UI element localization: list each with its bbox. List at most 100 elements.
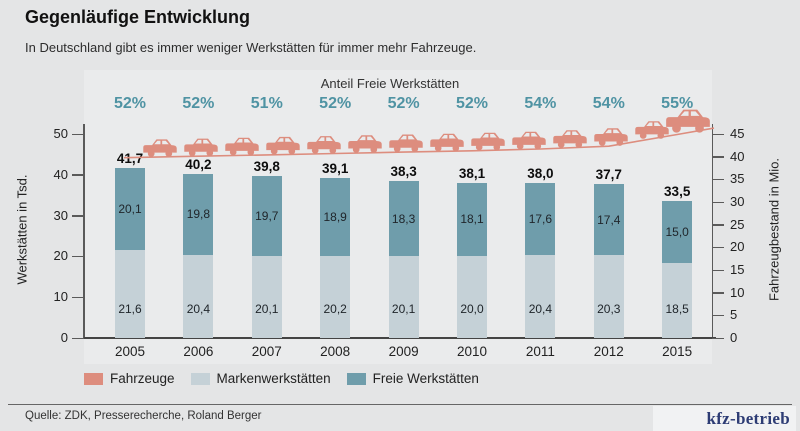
bar-total-label: 39,8 bbox=[253, 158, 280, 174]
legend-item: Freie Werkstätten bbox=[346, 371, 479, 386]
bar-freie-value-label: 20,1 bbox=[118, 201, 142, 216]
chart-legend: Fahrzeuge Markenwerkstätten Freie Werkstät… bbox=[84, 371, 479, 386]
bar-segment-freie bbox=[388, 181, 419, 256]
bar-segment-marken bbox=[593, 255, 624, 338]
y-right-tick bbox=[712, 201, 724, 203]
bar-freie-value-label: 17,6 bbox=[528, 211, 553, 226]
y-axis-right-label: Fahrzeugbestand in Mio. bbox=[766, 157, 782, 302]
page-subtitle: In Deutschland gibt es immer weniger Wer… bbox=[25, 40, 477, 55]
y-left-tick-label: 40 bbox=[53, 166, 68, 182]
source-note: Quelle: ZDK, Presserecherche, Roland Ber… bbox=[25, 410, 262, 422]
y-axis-right-line bbox=[711, 124, 713, 338]
bar-segment-freie bbox=[183, 173, 214, 255]
bar-freie-value-label: 17,4 bbox=[597, 212, 621, 227]
y-axis-left-label: Werkstätten in Tsd. bbox=[14, 174, 30, 285]
y-right-tick bbox=[712, 337, 724, 339]
y-right-tick bbox=[712, 292, 724, 294]
y-right-tick-label: 15 bbox=[730, 262, 745, 277]
bar-freie-value-label: 18,9 bbox=[323, 210, 347, 225]
y-left-tick bbox=[72, 133, 84, 135]
y-right-tick bbox=[712, 178, 724, 181]
footer-divider bbox=[8, 404, 792, 405]
bar-segment-marken bbox=[320, 255, 351, 338]
share-percent-label: 54% bbox=[524, 95, 557, 112]
bar-total-label: 39,1 bbox=[322, 161, 349, 177]
bar-total-label: 38,1 bbox=[458, 165, 486, 181]
bar-segment-freie bbox=[525, 182, 556, 255]
legend-item: Markenwerkstätten bbox=[190, 371, 331, 386]
y-left-tick bbox=[72, 255, 84, 258]
bar-total-label: 37,7 bbox=[595, 167, 622, 183]
legend-swatch bbox=[190, 372, 210, 385]
legend-label: Freie Werkstätten bbox=[372, 371, 479, 386]
x-axis-year-label: 2011 bbox=[525, 344, 555, 359]
bar-segment-marken bbox=[183, 254, 214, 338]
y-right-tick bbox=[712, 224, 724, 226]
y-right-tick-label: 5 bbox=[730, 307, 738, 323]
bar-marken-value-label: 20,1 bbox=[391, 302, 416, 316]
share-annotation-title: Anteil Freie Werkstätten bbox=[320, 76, 460, 91]
y-right-tick-label: 45 bbox=[730, 126, 745, 141]
bar-segment-freie bbox=[457, 182, 487, 257]
bar-segment-freie bbox=[251, 175, 282, 256]
x-axis-year-label: 2007 bbox=[251, 344, 282, 359]
page-title: Gegenläufige Entwicklung bbox=[25, 7, 251, 27]
bar-marken-value-label: 20,4 bbox=[528, 302, 553, 316]
share-percent-label: 52% bbox=[182, 95, 215, 112]
share-percent-label: 52% bbox=[387, 95, 420, 112]
bar-segment-freie bbox=[320, 178, 351, 256]
bar-segment-freie bbox=[593, 184, 624, 256]
bar-freie-value-label: 18,3 bbox=[391, 211, 416, 226]
y-right-tick-label: 10 bbox=[730, 284, 745, 300]
bar-marken-value-label: 20,3 bbox=[597, 302, 621, 316]
share-percent-label: 52% bbox=[113, 95, 147, 112]
bar-marken-value-label: 20,4 bbox=[186, 302, 211, 316]
share-percent-label: 51% bbox=[250, 95, 283, 112]
x-axis-year-label: 2005 bbox=[114, 344, 146, 359]
y-right-tick-label: 30 bbox=[730, 194, 745, 209]
bar-total-label: 38,3 bbox=[390, 164, 417, 180]
y-right-tick bbox=[712, 133, 724, 135]
y-left-tick-label: 50 bbox=[53, 126, 68, 141]
x-axis-year-label: 2015 bbox=[662, 344, 693, 359]
y-right-tick-label: 35 bbox=[730, 171, 745, 187]
brand-logo-box: kfz-betrieb bbox=[653, 406, 796, 431]
bar-segment-marken bbox=[525, 254, 556, 338]
bar-total-label: 33,5 bbox=[664, 184, 691, 200]
y-right-tick-label: 40 bbox=[730, 148, 745, 164]
bar-marken-value-label: 20,0 bbox=[460, 302, 484, 316]
legend-swatch bbox=[84, 372, 103, 385]
y-left-tick-label: 30 bbox=[53, 207, 68, 223]
bar-segment-marken bbox=[115, 249, 145, 338]
y-right-tick bbox=[712, 269, 724, 271]
bar-freie-value-label: 15,0 bbox=[665, 224, 689, 239]
bar-marken-value-label: 20,2 bbox=[323, 302, 347, 316]
y-right-tick-label: 0 bbox=[730, 330, 738, 345]
bar-total-label: 41,7 bbox=[116, 150, 144, 166]
x-axis-year-label: 2008 bbox=[320, 344, 351, 359]
y-left-tick bbox=[72, 337, 84, 339]
legend-swatch bbox=[346, 372, 366, 385]
bar-freie-value-label: 18,1 bbox=[460, 212, 484, 227]
bar-segment-marken bbox=[251, 255, 282, 338]
y-right-tick bbox=[712, 246, 724, 249]
y-right-tick bbox=[712, 314, 724, 317]
x-axis-year-label: 2010 bbox=[456, 344, 488, 359]
share-percent-label: 54% bbox=[592, 95, 625, 112]
legend-label: Markenwerkstätten bbox=[216, 371, 331, 386]
bar-total-label: 40,2 bbox=[185, 156, 212, 172]
bar-segment-freie bbox=[115, 167, 145, 250]
y-left-tick bbox=[72, 215, 84, 217]
legend-item: Fahrzeuge bbox=[84, 371, 175, 386]
stacked-bar-chart: Anteil Freie Werkstätten Werkstätten in … bbox=[0, 62, 800, 368]
y-left-tick-label: 20 bbox=[53, 248, 68, 264]
bar-marken-value-label: 21,6 bbox=[118, 302, 142, 316]
x-axis-year-label: 2012 bbox=[593, 344, 624, 359]
bar-marken-value-label: 20,1 bbox=[255, 302, 279, 316]
share-percent-label: 55% bbox=[661, 95, 694, 112]
y-right-tick bbox=[712, 156, 724, 158]
x-axis-line bbox=[84, 337, 716, 339]
y-left-tick bbox=[72, 174, 84, 176]
header: Gegenläufige Entwicklung In Deutschland … bbox=[25, 6, 785, 55]
